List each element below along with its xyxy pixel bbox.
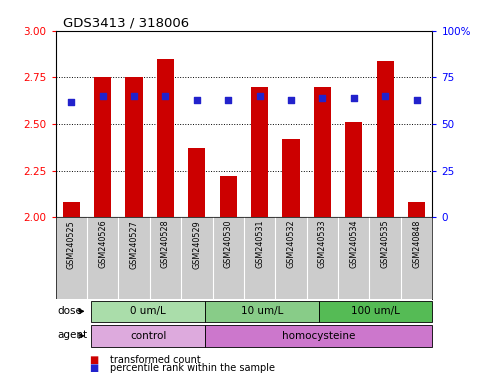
Point	[68, 99, 75, 105]
Bar	[377, 61, 394, 217]
Text: control: control	[130, 331, 166, 341]
Bar	[157, 59, 174, 217]
Bar	[91, 325, 205, 347]
Bar	[188, 148, 205, 217]
Text: GSM240525: GSM240525	[67, 220, 76, 268]
Text: dose: dose	[57, 306, 82, 316]
Point	[224, 97, 232, 103]
Text: GDS3413 / 318006: GDS3413 / 318006	[63, 17, 189, 30]
Text: GSM240533: GSM240533	[318, 220, 327, 268]
Text: GSM240528: GSM240528	[161, 220, 170, 268]
Point	[382, 93, 389, 99]
Bar	[63, 202, 80, 217]
Text: ■: ■	[89, 363, 99, 373]
Bar	[91, 301, 205, 322]
Bar	[220, 176, 237, 217]
Bar	[345, 122, 362, 217]
Text: percentile rank within the sample: percentile rank within the sample	[110, 363, 275, 373]
Text: 100 um/L: 100 um/L	[351, 306, 400, 316]
Bar	[408, 202, 425, 217]
Point	[287, 97, 295, 103]
Text: GSM240848: GSM240848	[412, 220, 421, 268]
Text: transformed count: transformed count	[110, 355, 201, 365]
Bar	[319, 301, 432, 322]
Text: agent: agent	[57, 330, 87, 340]
Bar	[205, 325, 432, 347]
Bar	[126, 78, 142, 217]
Text: GSM240534: GSM240534	[349, 220, 358, 268]
Text: GSM240535: GSM240535	[381, 220, 390, 268]
Point	[319, 95, 327, 101]
Text: ■: ■	[89, 355, 99, 365]
Bar	[251, 87, 268, 217]
Text: 0 um/L: 0 um/L	[130, 306, 166, 316]
Text: GSM240526: GSM240526	[98, 220, 107, 268]
Text: GSM240527: GSM240527	[129, 220, 139, 268]
Bar	[283, 139, 299, 217]
Text: GSM240529: GSM240529	[192, 220, 201, 268]
Text: GSM240532: GSM240532	[286, 220, 296, 268]
Point	[130, 93, 138, 99]
Point	[256, 93, 264, 99]
Bar	[314, 87, 331, 217]
Point	[412, 97, 420, 103]
Bar	[94, 78, 111, 217]
Text: GSM240530: GSM240530	[224, 220, 233, 268]
Bar	[205, 301, 319, 322]
Point	[161, 93, 170, 99]
Point	[99, 93, 107, 99]
Text: GSM240531: GSM240531	[255, 220, 264, 268]
Text: 10 um/L: 10 um/L	[241, 306, 283, 316]
Point	[193, 97, 201, 103]
Point	[350, 95, 357, 101]
Text: homocysteine: homocysteine	[282, 331, 355, 341]
